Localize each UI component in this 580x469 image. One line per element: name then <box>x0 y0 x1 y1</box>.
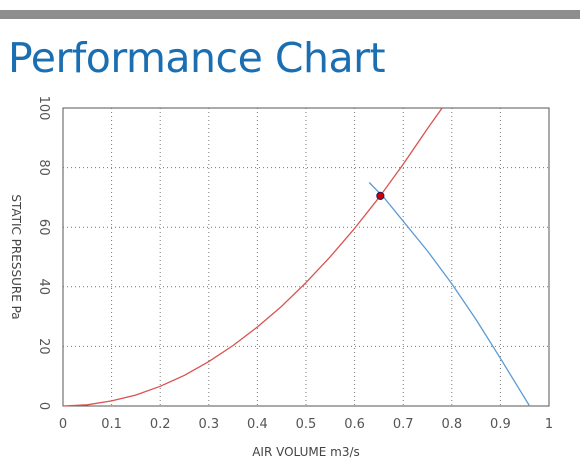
x-tick-label: 0.6 <box>344 417 365 432</box>
x-tick-label: 0.2 <box>150 417 171 432</box>
x-tick-label: 0.4 <box>247 417 268 432</box>
x-tick-label: 0 <box>59 417 67 432</box>
x-tick-label: 0.5 <box>296 417 317 432</box>
top-divider-bar <box>0 10 580 19</box>
y-tick-label: 80 <box>36 159 51 176</box>
fan-curve-line <box>368 182 531 407</box>
x-tick-label: 0.3 <box>198 417 219 432</box>
x-tick-label: 1 <box>545 417 553 432</box>
series-lines <box>62 107 531 407</box>
tick-labels: 0 0.1 0.2 0.3 0.4 0.5 0.6 0.7 0.8 0.9 1 0 20 40 60 80 10… <box>36 96 553 432</box>
y-axis-label: STATIC PRESSURE Pa <box>9 194 23 319</box>
x-tick-label: 0.9 <box>490 417 511 432</box>
y-tick-label: 40 <box>36 279 51 296</box>
y-tick-label: 20 <box>36 338 51 355</box>
y-tick-label: 60 <box>36 219 51 236</box>
y-tick-label: 100 <box>36 96 51 121</box>
grid-lines <box>63 108 549 406</box>
x-tick-label: 0.8 <box>441 417 462 432</box>
x-tick-label: 0.7 <box>393 417 414 432</box>
x-axis-label: AIR VOLUME m3/s <box>252 445 360 459</box>
page-title: Performance Chart <box>8 34 386 82</box>
x-tick-label: 0.1 <box>101 417 122 432</box>
system-curve-line <box>62 107 443 407</box>
operating-points <box>376 191 385 201</box>
y-tick-label: 0 <box>36 402 51 410</box>
operating-point-marker <box>376 191 385 201</box>
